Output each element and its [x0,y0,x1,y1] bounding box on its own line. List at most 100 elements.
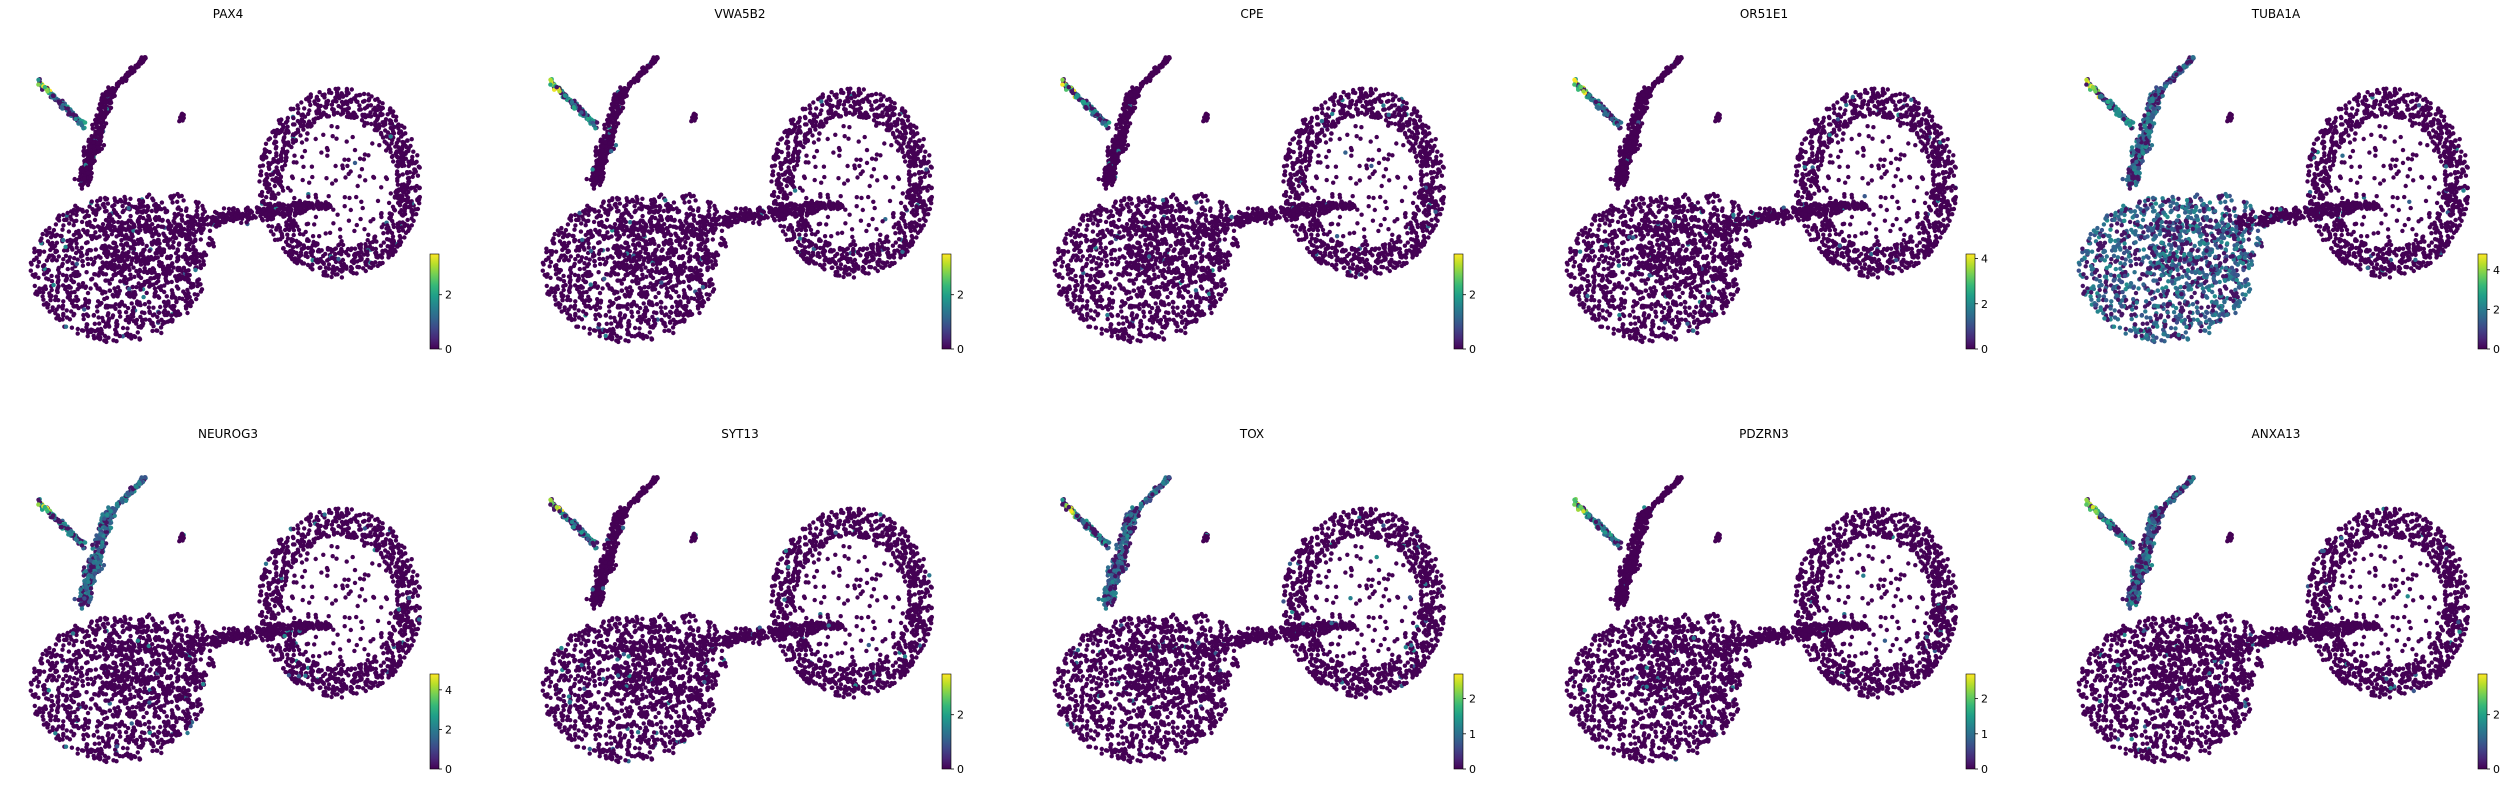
cell-point [658,205,662,209]
cell-point [330,103,334,107]
cell-point [95,309,99,313]
cell-point [411,150,415,154]
cell-point [362,227,366,231]
cell-point [126,72,130,76]
cell-point [684,221,688,225]
cell-point [81,313,85,317]
cell-point [713,262,717,266]
cell-point [107,304,111,308]
cell-point [373,234,377,238]
cell-point [353,112,357,116]
cell-point [284,220,288,224]
cell-point [350,87,354,91]
cell-point [389,134,393,138]
cell-point [559,268,563,272]
cell-point [338,227,342,231]
cell-point [610,337,614,341]
cell-point [289,145,293,149]
cell-point [180,275,184,279]
cell-point [307,119,311,123]
cell-point [95,124,99,128]
cell-point [623,240,627,244]
cell-point [657,244,661,248]
cell-point [117,215,121,219]
cell-point [568,280,572,284]
cell-point [292,133,296,137]
cell-point [563,257,567,261]
cell-point [343,195,347,199]
cell-point [118,279,122,283]
cell-point [567,288,571,292]
cell-point [207,243,211,247]
cell-point [118,198,122,202]
cell-point [408,144,412,148]
cell-point [288,188,292,192]
cell-point [191,245,195,249]
cell-point [98,225,102,229]
cell-point [560,298,564,302]
cell-point [662,329,666,333]
colorbar-tick-label: 2 [445,289,452,302]
cell-point [651,284,655,288]
cell-point [156,255,160,259]
cell-point [588,327,592,331]
cell-point [364,269,368,273]
cell-point [144,210,148,214]
cell-point [61,238,65,242]
cell-point [713,253,717,257]
cell-point [86,171,90,175]
cell-point [304,230,308,234]
cell-point [607,235,611,239]
cell-point [172,233,176,237]
cell-point [345,139,349,143]
cell-point [184,233,188,237]
cell-point [659,305,663,309]
cell-point [610,266,614,270]
cell-point [195,256,199,260]
cell-point [577,308,581,312]
cell-point [566,222,570,226]
cell-point [685,274,689,278]
cell-point [636,310,640,314]
cell-point [403,222,407,226]
cell-point [541,262,545,266]
cell-point [579,229,583,233]
cell-point [611,328,615,332]
cell-point [638,236,642,240]
cell-point [273,203,277,207]
cell-point [391,234,395,238]
cell-point [161,247,165,251]
cell-point [412,167,416,171]
cell-point [363,178,367,182]
cell-point [81,281,85,285]
cell-point [659,280,663,284]
cell-point [99,125,103,129]
cell-point [263,179,267,183]
cell-point [150,271,154,275]
cell-point [90,123,94,127]
cell-point [166,225,170,229]
cell-point [247,209,251,213]
cell-point [682,318,686,322]
cell-point [183,254,187,258]
cell-point [403,131,407,135]
cell-point [336,104,340,108]
cell-point [318,266,322,270]
cell-point [284,240,288,244]
cell-point [295,224,299,228]
cell-point [587,262,591,266]
cell-point [576,278,580,282]
cell-point [148,276,152,280]
cell-point [389,141,393,145]
cell-point [111,240,115,244]
cell-point [618,336,622,340]
cell-point [625,246,629,250]
cell-point [659,300,663,304]
cell-point [693,198,697,202]
cell-point [582,261,586,265]
cell-point [55,241,59,245]
cell-point [641,313,645,317]
cell-point [300,140,304,144]
cell-point [52,228,56,232]
